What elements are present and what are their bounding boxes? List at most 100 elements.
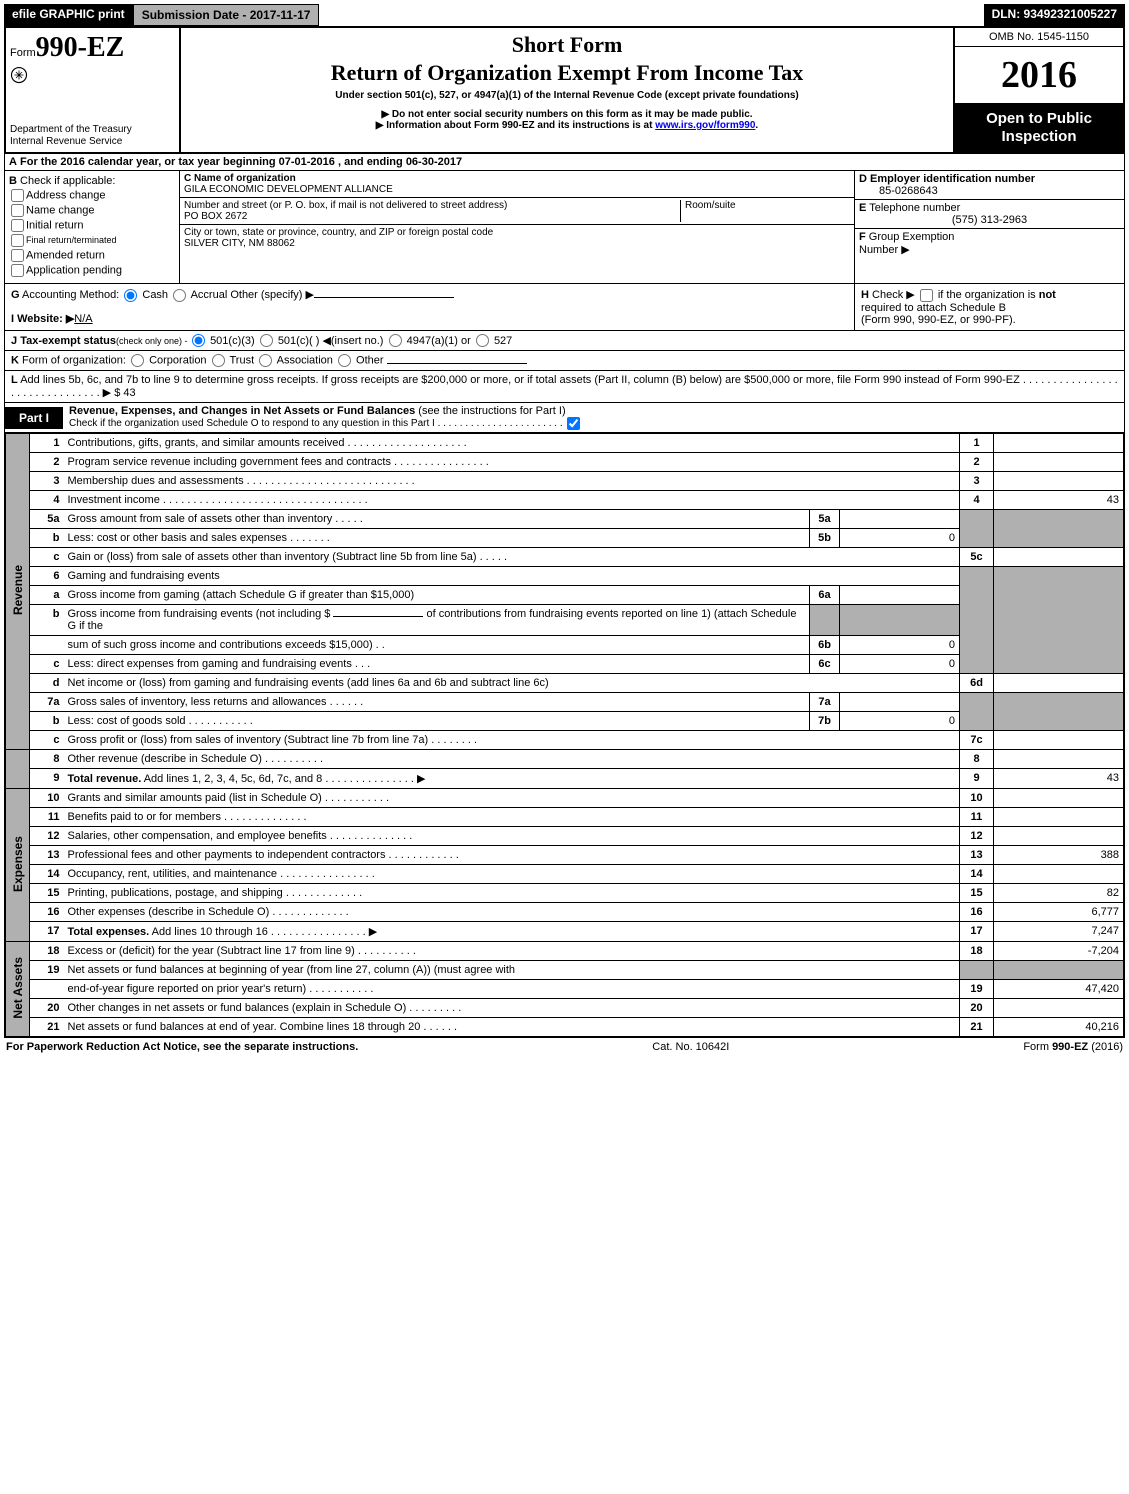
ln-6b-d3: sum of such gross income and contributio…: [64, 636, 810, 655]
part-i-title-sub: (see the instructions for Part I): [418, 405, 565, 417]
cb-schedule-b[interactable]: [920, 289, 933, 302]
ln-1-desc: Contributions, gifts, grants, and simila…: [64, 434, 960, 453]
dept-line-2: Internal Revenue Service: [10, 136, 175, 148]
page-footer: For Paperwork Reduction Act Notice, see …: [4, 1038, 1125, 1056]
cb-initial-return[interactable]: [11, 219, 24, 232]
cb-address-change[interactable]: [11, 189, 24, 202]
ln-6b2-no: [30, 636, 64, 655]
b-item-5: Application pending: [26, 264, 122, 276]
rb-501c3[interactable]: [192, 334, 205, 347]
part-i-title: Revenue, Expenses, and Changes in Net As…: [69, 405, 418, 417]
open-line-1: Open to Public: [959, 110, 1119, 128]
ln-9-num: 9: [960, 769, 994, 789]
rb-accrual[interactable]: [173, 289, 186, 302]
rb-assoc[interactable]: [259, 354, 272, 367]
ln-19a-desc: Net assets or fund balances at beginning…: [64, 961, 960, 980]
a-end: 06-30-2017: [406, 156, 462, 168]
g-text: Accounting Method:: [22, 289, 119, 301]
subtitle: Under section 501(c), 527, or 4947(a)(1)…: [187, 90, 947, 101]
cb-final-return[interactable]: [11, 234, 24, 247]
ln-16-num: 16: [960, 903, 994, 922]
j-opt4: 527: [494, 335, 512, 347]
rb-trust[interactable]: [212, 354, 225, 367]
rb-cash[interactable]: [124, 289, 137, 302]
c-lead: C: [184, 173, 191, 184]
section-k: K Form of organization: Corporation Trus…: [4, 351, 1125, 371]
g-lead: G: [11, 289, 20, 301]
ln-15-desc: Printing, publications, postage, and shi…: [64, 884, 960, 903]
ln-6c-no: c: [30, 655, 64, 674]
rb-4947[interactable]: [389, 334, 402, 347]
j-opt2: 501(c)( ): [278, 335, 320, 347]
info-line-2: ▶ Information about Form 990-EZ and its …: [187, 120, 947, 131]
ghi-left: G Accounting Method: Cash Accrual Other …: [5, 284, 854, 330]
d-lbl: Employer identification number: [870, 173, 1035, 185]
form-header: Form990-EZ Department of the Treasury In…: [4, 28, 1125, 154]
ln-7a-mini-no: 7a: [810, 693, 840, 712]
ln-5b-no: b: [30, 529, 64, 548]
ln-11-no: 11: [30, 808, 64, 827]
ln-17-desc2: Add lines 10 through 16 . . . . . . . . …: [149, 926, 377, 938]
ln-6b-blank[interactable]: [333, 616, 423, 617]
ln-5b-desc: Less: cost or other basis and sales expe…: [64, 529, 810, 548]
website-value: N/A: [74, 313, 92, 325]
main-title: Return of Organization Exempt From Incom…: [187, 60, 947, 86]
f-lbl2: Number: [859, 244, 898, 256]
open-line-2: Inspection: [959, 128, 1119, 146]
ln-20-num: 20: [960, 999, 994, 1018]
shade-19b: [994, 961, 1124, 980]
lines-table: Revenue 1 Contributions, gifts, grants, …: [4, 433, 1125, 1038]
h-text3: required to attach Schedule B: [861, 302, 1006, 314]
g-other-blank[interactable]: [314, 297, 454, 298]
ln-5a-mini-amt: [840, 510, 960, 529]
ln-7a-no: 7a: [30, 693, 64, 712]
ln-6d-amt: [994, 674, 1124, 693]
footer-mid: Cat. No. 10642I: [652, 1041, 729, 1053]
ln-2-no: 2: [30, 453, 64, 472]
ln-6c-mini-no: 6c: [810, 655, 840, 674]
a-text2: , and ending: [338, 156, 406, 168]
ln-6d-no: d: [30, 674, 64, 693]
info2-suffix: .: [755, 120, 758, 131]
ln-7c-num: 7c: [960, 731, 994, 750]
ln-9-no: 9: [30, 769, 64, 789]
ln-7a-desc: Gross sales of inventory, less returns a…: [64, 693, 810, 712]
g-other: Other (specify) ▶: [230, 289, 314, 301]
rb-527[interactable]: [476, 334, 489, 347]
footer-right: Form 990-EZ (2016): [1023, 1041, 1123, 1053]
section-l: L Add lines 5b, 6c, and 7b to line 9 to …: [4, 371, 1125, 403]
rb-corp[interactable]: [131, 354, 144, 367]
k-blank[interactable]: [387, 363, 527, 364]
ln-19b-no: [30, 980, 64, 999]
header-left: Form990-EZ Department of the Treasury In…: [6, 28, 181, 152]
ln-3-num: 3: [960, 472, 994, 491]
part-i-sub: Check if the organization used Schedule …: [69, 418, 563, 429]
irs-link[interactable]: www.irs.gov/form990: [655, 120, 755, 131]
ln-17-num: 17: [960, 922, 994, 942]
part-i-header: Part I Revenue, Expenses, and Changes in…: [4, 403, 1125, 433]
cb-application-pending[interactable]: [11, 264, 24, 277]
footer-right-pre: Form: [1023, 1041, 1052, 1053]
cb-amended-return[interactable]: [11, 249, 24, 262]
tax-year: 2016: [955, 47, 1123, 104]
h-text4: (Form 990, 990-EZ, or 990-PF).: [861, 314, 1016, 326]
footer-right-post: (2016): [1088, 1041, 1123, 1053]
ln-11-desc: Benefits paid to or for members . . . . …: [64, 808, 960, 827]
submission-date: Submission Date - 2017-11-17: [133, 4, 320, 26]
shade-19: [960, 961, 994, 980]
rb-other-org[interactable]: [338, 354, 351, 367]
j-lbl: Tax-exempt status: [20, 335, 116, 347]
ln-14-desc: Occupancy, rent, utilities, and maintena…: [64, 865, 960, 884]
bureau-icon: [10, 66, 175, 87]
rb-501c[interactable]: [260, 334, 273, 347]
l-lead: L: [11, 374, 18, 386]
ln-12-amt: [994, 827, 1124, 846]
ln-6b-desc: Gross income from fundraising events (no…: [64, 605, 810, 636]
cb-name-change[interactable]: [11, 204, 24, 217]
info-line-1: ▶ Do not enter social security numbers o…: [187, 109, 947, 120]
ln-10-amt: [994, 789, 1124, 808]
k-opt4: Other: [356, 355, 384, 367]
cb-schedule-o[interactable]: [567, 417, 580, 430]
ln-3-desc: Membership dues and assessments . . . . …: [64, 472, 960, 491]
b-check-if: Check if applicable:: [20, 175, 115, 187]
